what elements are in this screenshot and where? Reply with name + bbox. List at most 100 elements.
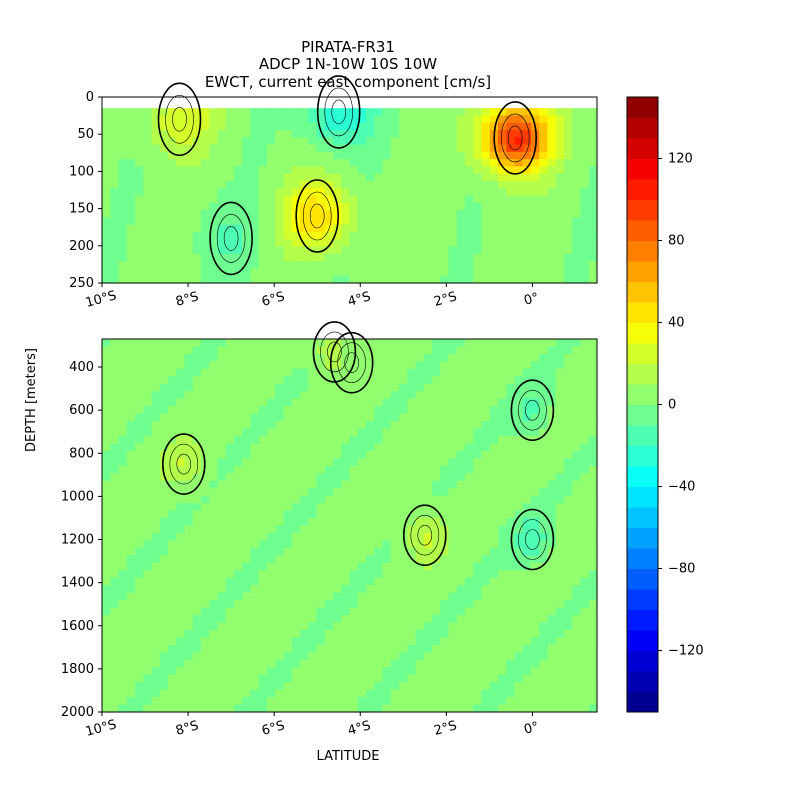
contour-cell — [465, 652, 474, 661]
contour-cell — [473, 217, 483, 226]
contour-cell — [316, 195, 326, 204]
contour-cell — [588, 246, 598, 255]
contour-cell — [514, 592, 524, 601]
contour-cell — [250, 667, 260, 676]
contour-cell — [415, 353, 425, 362]
contour-cell — [300, 473, 309, 482]
contour-cell — [374, 346, 384, 355]
contour-cell — [209, 525, 219, 534]
contour-cell — [555, 115, 565, 124]
contour-cell — [135, 547, 144, 556]
contour-cell — [201, 488, 210, 497]
contour-cell — [555, 637, 565, 646]
contour-cell — [399, 570, 408, 579]
contour-cell — [382, 115, 392, 124]
contour-cell — [151, 181, 161, 189]
contour-cell — [489, 555, 499, 564]
contour-cell — [333, 555, 342, 564]
contour-cell — [283, 406, 293, 415]
contour-cell — [555, 339, 565, 348]
contour-cell — [539, 159, 549, 168]
contour-cell — [159, 547, 169, 556]
contour-cell — [308, 615, 318, 624]
contour-cell — [291, 353, 301, 362]
contour-cell — [531, 383, 540, 392]
contour-cell — [366, 413, 375, 422]
contour-cell — [448, 480, 458, 489]
contour-cell — [366, 689, 375, 698]
contour-cell — [473, 629, 483, 638]
contour-cell — [555, 503, 565, 512]
contour-cell — [135, 629, 144, 638]
contour-cell — [531, 261, 540, 270]
contour-cell — [217, 622, 227, 631]
contour-cell — [102, 137, 111, 146]
contour-cell — [341, 398, 351, 407]
y-tick-label: 250 — [69, 276, 94, 291]
contour-cell — [440, 547, 450, 556]
contour-cell — [192, 480, 202, 489]
contour-cell — [489, 674, 499, 683]
contour-cell — [423, 667, 433, 676]
contour-cell — [217, 361, 227, 370]
contour-cell — [572, 166, 582, 175]
contour-cell — [522, 346, 532, 355]
contour-cell — [225, 607, 235, 616]
contour-cell — [390, 435, 400, 445]
contour-cell — [407, 577, 417, 586]
contour-cell — [415, 465, 425, 474]
contour-cell — [498, 480, 507, 489]
contour-cell — [432, 421, 441, 430]
contour-cell — [176, 246, 186, 255]
contour-cell — [341, 488, 351, 497]
contour-cell — [564, 682, 573, 691]
contour-cell — [357, 268, 367, 277]
contour-cell — [588, 368, 598, 377]
contour-cell — [316, 108, 326, 117]
contour-cell — [209, 239, 219, 248]
contour-cell — [300, 518, 309, 527]
contour-cell — [588, 644, 598, 653]
contour-cell — [423, 181, 433, 189]
contour-cell — [415, 391, 425, 400]
contour-cell — [432, 667, 441, 676]
contour-cell — [176, 644, 186, 653]
contour-cell — [481, 547, 491, 556]
contour-cell — [366, 137, 375, 146]
contour-cell — [415, 592, 425, 601]
contour-cell — [531, 667, 540, 676]
contour-cell — [184, 246, 194, 255]
contour-cell — [498, 577, 507, 586]
contour-cell — [448, 518, 458, 527]
contour-cell — [423, 224, 433, 233]
contour-cell — [135, 398, 144, 407]
contour-cell — [234, 622, 243, 631]
contour-cell — [217, 217, 227, 226]
contour-cell — [366, 480, 375, 489]
contour-cell — [465, 465, 474, 474]
contour-cell — [126, 570, 136, 579]
contour-cell — [407, 697, 417, 706]
contour-cell — [201, 406, 210, 415]
contour-cell — [225, 480, 235, 489]
contour-cell — [250, 261, 260, 270]
contour-cell — [225, 585, 235, 594]
contour-cell — [168, 615, 177, 624]
contour-cell — [267, 622, 276, 631]
contour-cell — [184, 428, 194, 437]
contour-cell — [102, 659, 111, 668]
contour-cell — [473, 130, 483, 138]
contour-cell — [506, 122, 516, 131]
contour-cell — [143, 450, 153, 459]
contour-cell — [234, 465, 243, 474]
contour-cell — [275, 547, 285, 556]
colorbar-level — [627, 322, 658, 344]
contour-cell — [481, 376, 491, 385]
contour-cell — [555, 246, 565, 255]
contour-cell — [209, 181, 219, 189]
contour-cell — [102, 443, 111, 452]
contour-cell — [275, 607, 285, 616]
contour-cell — [547, 652, 557, 661]
contour-cell — [588, 607, 598, 616]
contour-cell — [407, 652, 417, 661]
